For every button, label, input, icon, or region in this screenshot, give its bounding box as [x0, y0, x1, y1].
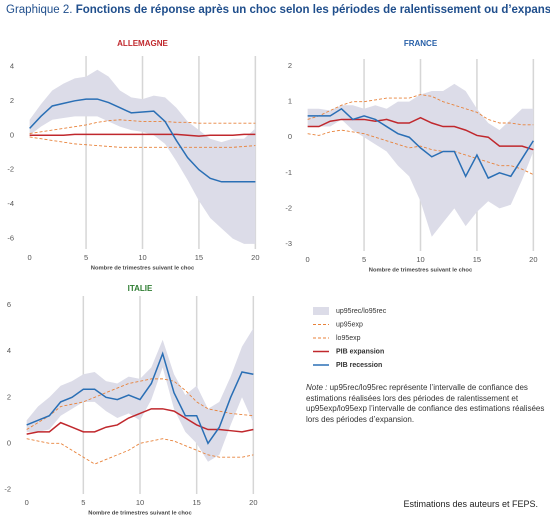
y-tick-label: 1	[288, 97, 292, 106]
x-tick-label: 5	[84, 253, 88, 262]
y-tick-label: -3	[285, 239, 292, 248]
x-tick-label: 0	[28, 253, 32, 262]
y-tick-label: 2	[7, 392, 11, 401]
x-tick-label: 15	[473, 255, 481, 264]
x-tick-label: 0	[25, 498, 29, 507]
y-tick-label: -2	[7, 165, 14, 174]
header: Graphique 2. Fonctions de réponse après …	[6, 4, 550, 16]
x-tick-label: 15	[195, 253, 203, 262]
series-line	[26, 378, 254, 430]
header-title: Fonctions de réponse après un choc selon…	[75, 4, 550, 16]
series-line	[26, 351, 254, 445]
x-tick-label: 5	[362, 255, 366, 264]
y-tick-label: 0	[7, 438, 11, 447]
legend-label: lo95exp	[336, 335, 361, 342]
series-line	[307, 116, 534, 151]
x-tick-label: 20	[249, 498, 257, 507]
series-line	[29, 98, 256, 183]
panel-title: FRANCE	[404, 39, 438, 48]
y-tick-label: 0	[10, 130, 14, 139]
x-tick-label: 15	[192, 498, 200, 507]
x-tick-label: 0	[306, 255, 310, 264]
x-axis-label: Nombre de trimestres suivant le choc	[91, 266, 195, 272]
series-line	[29, 133, 256, 137]
series-line	[307, 94, 534, 126]
legend-swatch	[313, 307, 329, 315]
x-tick-label: 10	[138, 253, 146, 262]
legend-label: PIB recession	[336, 362, 382, 369]
note-text: up95rec/lo95rec représente l’intervalle …	[306, 383, 545, 424]
y-tick-label: -1	[285, 168, 292, 177]
series-line	[307, 107, 534, 180]
y-tick-label: -2	[4, 484, 11, 493]
y-tick-label: -4	[7, 199, 14, 208]
x-tick-label: 5	[81, 498, 85, 507]
y-tick-label: 6	[7, 300, 11, 309]
confidence-band	[26, 328, 254, 462]
note-label: Note :	[306, 383, 328, 392]
legend-label: up95exp	[336, 321, 363, 328]
note: Note : up95rec/lo95rec représente l’inte…	[306, 383, 546, 425]
header-label: Graphique 2.	[6, 4, 73, 16]
y-tick-label: -2	[285, 203, 292, 212]
y-tick-label: -6	[7, 234, 14, 243]
y-tick-label: 4	[7, 346, 11, 355]
series-line	[26, 408, 254, 435]
x-axis-label: Nombre de trimestres suivant le choc	[369, 268, 473, 274]
series-line	[307, 129, 534, 175]
x-axis-label: Nombre de trimestres suivant le choc	[88, 511, 192, 517]
y-tick-label: 0	[288, 132, 292, 141]
confidence-band	[29, 69, 256, 244]
panel-title: ITALIE	[128, 284, 153, 293]
y-tick-label: 4	[10, 61, 14, 70]
y-tick-label: 2	[10, 96, 14, 105]
source: Estimations des auteurs et FEPS.	[403, 499, 538, 509]
legend-label: up95rec/lo95rec	[336, 308, 387, 315]
panel-title: ALLEMAGNE	[117, 39, 168, 48]
legend: up95rec/lo95rec up95exp lo95exp PIB expansi…	[313, 307, 387, 369]
y-tick-label: 2	[288, 61, 292, 70]
x-tick-label: 10	[136, 498, 144, 507]
legend-label: PIB expansion	[336, 348, 384, 355]
x-tick-label: 20	[251, 253, 259, 262]
x-tick-label: 20	[529, 255, 537, 264]
confidence-band	[307, 83, 534, 237]
x-tick-label: 10	[416, 255, 424, 264]
